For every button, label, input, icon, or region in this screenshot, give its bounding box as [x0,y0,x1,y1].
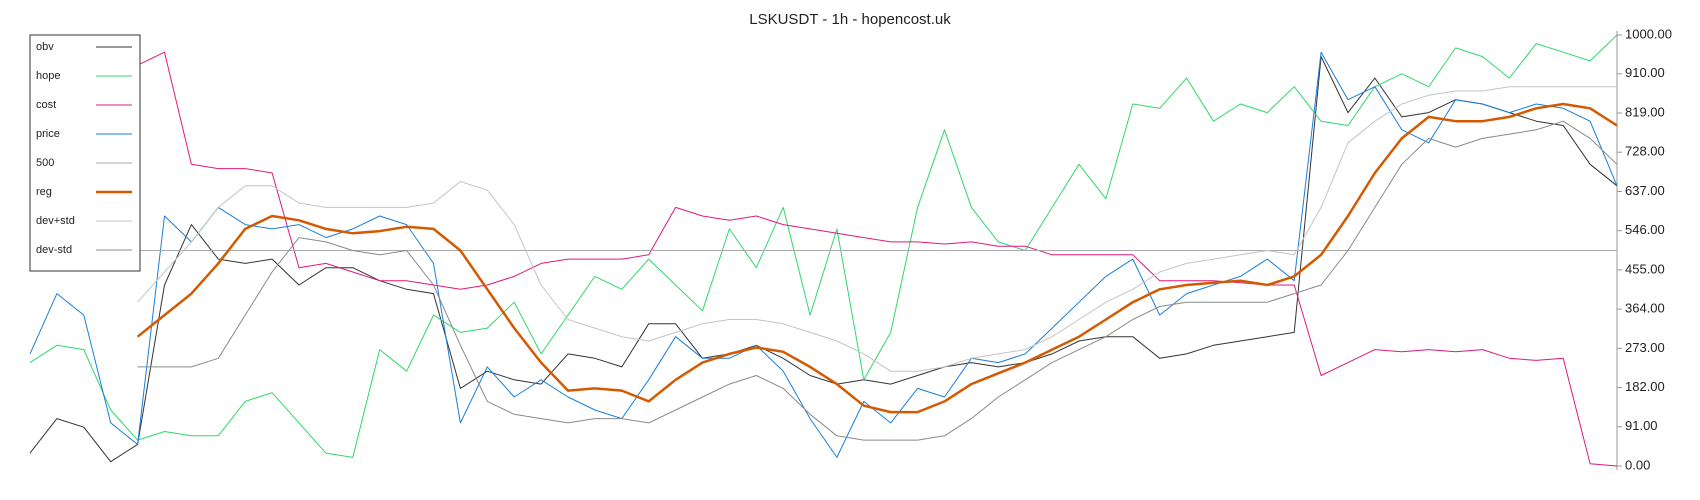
legend-label: hope [36,70,60,82]
legend-label: reg [36,186,52,198]
y-tick-label: 0.00 [1625,457,1650,472]
legend-label: dev-std [36,244,72,256]
legend-label: obv [36,41,54,53]
series-line [137,120,1618,441]
legend-label: dev+std [36,215,75,227]
series-line [30,51,1618,467]
y-tick-label: 728.00 [1625,144,1665,159]
series-line [29,34,1618,458]
series-line [137,86,1617,372]
chart-title: LSKUSDT - 1h - hopencost.uk [749,11,951,28]
y-tick-label: 273.00 [1625,340,1665,355]
legend-label: price [36,128,60,140]
legend-box [29,34,141,272]
y-tick-label: 819.00 [1625,104,1665,119]
series-line [29,56,1618,463]
y-tick-label: 1000.00 [1625,26,1672,41]
y-tick-label: 546.00 [1625,222,1665,237]
series-line [136,102,1618,414]
series-line [29,51,1618,458]
y-tick-label: 637.00 [1625,183,1665,198]
y-tick-label: 455.00 [1625,261,1665,276]
y-tick-label: 364.00 [1625,301,1665,316]
legend-label: cost [36,99,56,111]
y-tick-label: 182.00 [1625,379,1665,394]
y-tick-label: 91.00 [1625,418,1658,433]
y-tick-label: 910.00 [1625,65,1665,80]
legend-label: 500 [36,157,54,169]
